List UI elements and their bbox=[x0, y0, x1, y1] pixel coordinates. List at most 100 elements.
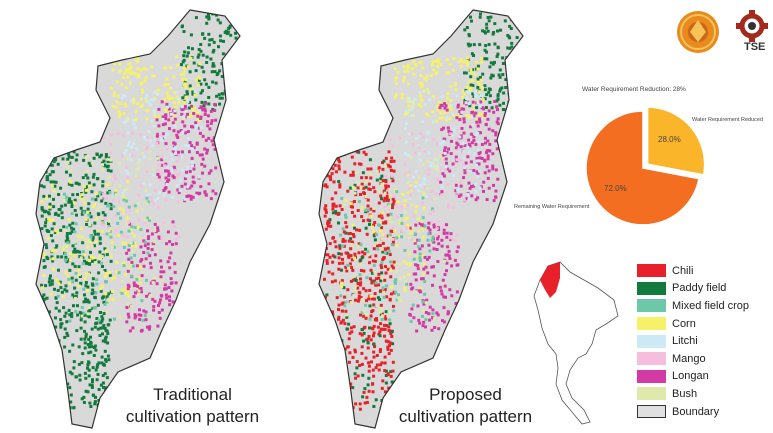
landcover-pixel bbox=[87, 161, 91, 165]
landcover-pixel bbox=[491, 62, 495, 66]
landcover-pixel bbox=[104, 335, 108, 339]
landcover-pixel bbox=[103, 217, 107, 221]
landcover-pixel bbox=[207, 32, 211, 36]
landcover-pixel bbox=[398, 221, 402, 225]
landcover-pixel bbox=[75, 153, 79, 157]
landcover-pixel bbox=[100, 199, 104, 203]
landcover-pixel bbox=[186, 112, 189, 116]
landcover-pixel bbox=[446, 245, 450, 249]
landcover-pixel bbox=[358, 332, 362, 336]
landcover-pixel bbox=[120, 288, 124, 292]
landcover-pixel bbox=[139, 97, 143, 101]
landcover-pixel bbox=[421, 235, 425, 239]
landcover-pixel bbox=[137, 218, 141, 222]
landcover-pixel bbox=[392, 260, 396, 264]
landcover-pixel bbox=[176, 200, 180, 204]
landcover-pixel bbox=[132, 295, 136, 299]
landcover-pixel bbox=[48, 205, 52, 209]
landcover-pixel bbox=[129, 256, 133, 260]
landcover-pixel bbox=[218, 102, 222, 106]
traditional-map-boundary bbox=[35, 9, 241, 429]
landcover-pixel bbox=[507, 62, 511, 66]
landcover-pixel bbox=[473, 91, 477, 95]
landcover-pixel bbox=[387, 164, 391, 168]
landcover-pixel bbox=[369, 277, 372, 281]
landcover-pixel bbox=[104, 292, 108, 296]
landcover-pixel bbox=[54, 158, 58, 162]
landcover-pixel bbox=[462, 117, 466, 121]
landcover-pixel bbox=[494, 168, 498, 172]
landcover-pixel bbox=[171, 243, 174, 246]
landcover-pixel bbox=[188, 115, 192, 119]
landcover-pixel bbox=[123, 102, 127, 106]
landcover-pixel bbox=[134, 291, 137, 295]
landcover-pixel bbox=[368, 261, 371, 265]
landcover-pixel bbox=[118, 112, 122, 116]
landcover-pixel bbox=[108, 318, 112, 322]
landcover-pixel bbox=[487, 43, 491, 46]
landcover-pixel bbox=[406, 191, 410, 195]
landcover-pixel bbox=[411, 67, 415, 70]
landcover-pixel bbox=[372, 331, 376, 335]
landcover-pixel bbox=[80, 197, 84, 201]
landcover-pixel bbox=[96, 177, 100, 181]
landcover-pixel bbox=[422, 272, 426, 276]
landcover-pixel bbox=[423, 103, 427, 107]
landcover-pixel bbox=[490, 106, 494, 110]
landcover-pixel bbox=[187, 150, 191, 154]
landcover-pixel bbox=[436, 235, 440, 239]
landcover-pixel bbox=[438, 116, 442, 120]
landcover-pixel bbox=[102, 159, 106, 163]
landcover-pixel bbox=[449, 85, 453, 88]
landcover-pixel bbox=[441, 154, 445, 157]
landcover-pixel bbox=[71, 293, 75, 297]
landcover-pixel bbox=[157, 107, 161, 111]
landcover-pixel bbox=[390, 220, 394, 224]
landcover-pixel bbox=[352, 200, 356, 203]
landcover-pixel bbox=[165, 132, 169, 136]
landcover-pixel bbox=[437, 220, 440, 224]
landcover-pixel bbox=[375, 363, 379, 367]
landcover-pixel bbox=[93, 232, 97, 236]
traditional-map-svg bbox=[35, 9, 241, 429]
landcover-pixel bbox=[136, 201, 140, 205]
landcover-pixel bbox=[430, 161, 434, 165]
landcover-pixel bbox=[232, 96, 236, 100]
landcover-pixel bbox=[82, 184, 86, 188]
landcover-pixel bbox=[40, 367, 44, 371]
landcover-pixel bbox=[180, 108, 184, 112]
landcover-pixel bbox=[480, 143, 484, 146]
landcover-pixel bbox=[83, 371, 87, 375]
landcover-pixel bbox=[494, 131, 498, 135]
landcover-pixel bbox=[59, 186, 63, 190]
landcover-pixel bbox=[155, 141, 159, 145]
landcover-pixel bbox=[112, 245, 116, 249]
landcover-pixel bbox=[466, 145, 470, 149]
landcover-pixel bbox=[475, 61, 479, 65]
landcover-pixel bbox=[472, 169, 476, 172]
landcover-pixel bbox=[47, 368, 50, 372]
landcover-pixel bbox=[218, 96, 222, 100]
landcover-pixel bbox=[79, 326, 83, 330]
landcover-pixel bbox=[454, 146, 458, 150]
landcover-pixel bbox=[68, 231, 72, 235]
landcover-pixel bbox=[443, 102, 446, 106]
landcover-pixel bbox=[209, 197, 213, 201]
landcover-pixel bbox=[347, 360, 351, 364]
landcover-pixel bbox=[136, 60, 140, 64]
landcover-pixel bbox=[467, 33, 471, 36]
landcover-pixel bbox=[189, 197, 193, 201]
landcover-pixel bbox=[476, 64, 480, 68]
landcover-pixel bbox=[226, 65, 230, 69]
landcover-pixel bbox=[369, 294, 373, 298]
landcover-pixel bbox=[508, 78, 511, 82]
landcover-pixel bbox=[140, 274, 144, 278]
landcover-pixel bbox=[93, 259, 97, 263]
landcover-pixel bbox=[442, 228, 446, 232]
landcover-pixel bbox=[45, 175, 49, 179]
landcover-pixel bbox=[153, 199, 157, 203]
landcover-pixel bbox=[431, 308, 435, 312]
landcover-pixel bbox=[389, 332, 393, 335]
landcover-pixel bbox=[343, 295, 347, 299]
landcover-pixel bbox=[418, 222, 422, 225]
